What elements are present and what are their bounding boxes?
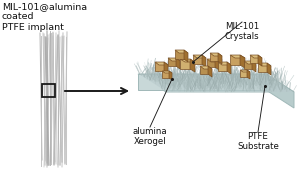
Polygon shape bbox=[258, 63, 267, 72]
Polygon shape bbox=[244, 61, 252, 69]
Text: MIL-101
Crystals: MIL-101 Crystals bbox=[225, 22, 259, 41]
Polygon shape bbox=[258, 63, 271, 66]
Polygon shape bbox=[168, 58, 176, 66]
Polygon shape bbox=[210, 53, 222, 56]
Polygon shape bbox=[240, 70, 250, 72]
Polygon shape bbox=[200, 66, 208, 74]
Polygon shape bbox=[138, 74, 266, 90]
Polygon shape bbox=[240, 55, 245, 68]
Polygon shape bbox=[218, 53, 222, 64]
Polygon shape bbox=[230, 55, 245, 58]
Polygon shape bbox=[155, 62, 164, 71]
Polygon shape bbox=[175, 50, 188, 53]
Polygon shape bbox=[193, 55, 206, 58]
Polygon shape bbox=[250, 55, 262, 58]
Text: PTFE
Substrate: PTFE Substrate bbox=[237, 132, 279, 151]
Polygon shape bbox=[240, 70, 247, 77]
Polygon shape bbox=[190, 59, 195, 72]
Polygon shape bbox=[230, 55, 240, 65]
Polygon shape bbox=[139, 74, 293, 92]
Polygon shape bbox=[207, 59, 215, 67]
Polygon shape bbox=[218, 62, 227, 71]
Bar bbox=[42, 84, 55, 97]
Polygon shape bbox=[176, 58, 180, 69]
Polygon shape bbox=[267, 63, 271, 75]
Polygon shape bbox=[169, 71, 172, 80]
Polygon shape bbox=[168, 58, 180, 61]
Polygon shape bbox=[252, 61, 256, 72]
Polygon shape bbox=[215, 59, 219, 70]
Polygon shape bbox=[180, 59, 190, 69]
Polygon shape bbox=[266, 74, 294, 108]
Polygon shape bbox=[207, 59, 219, 62]
Polygon shape bbox=[162, 71, 169, 78]
Polygon shape bbox=[210, 53, 218, 61]
Polygon shape bbox=[258, 55, 262, 66]
Polygon shape bbox=[244, 61, 256, 64]
Polygon shape bbox=[184, 50, 188, 62]
Text: alumina
Xerogel: alumina Xerogel bbox=[133, 127, 167, 146]
Polygon shape bbox=[180, 59, 195, 62]
Polygon shape bbox=[247, 70, 250, 79]
Polygon shape bbox=[208, 66, 212, 77]
Polygon shape bbox=[164, 62, 168, 74]
Polygon shape bbox=[227, 62, 231, 74]
Polygon shape bbox=[202, 55, 206, 67]
Text: MIL-101@alumina
coated
PTFE implant: MIL-101@alumina coated PTFE implant bbox=[2, 2, 87, 32]
Polygon shape bbox=[218, 62, 231, 65]
Polygon shape bbox=[200, 66, 212, 69]
Polygon shape bbox=[138, 74, 294, 92]
Polygon shape bbox=[162, 71, 172, 73]
Polygon shape bbox=[193, 55, 202, 64]
Polygon shape bbox=[250, 55, 258, 63]
Polygon shape bbox=[155, 62, 168, 65]
Polygon shape bbox=[175, 50, 184, 59]
